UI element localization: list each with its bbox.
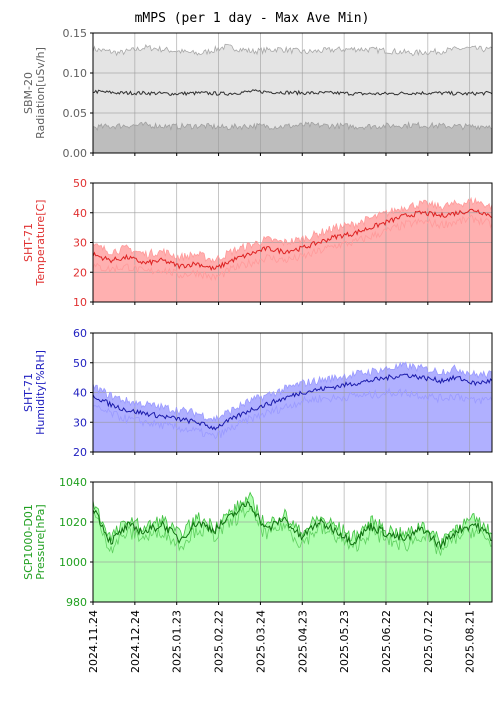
y-tick-label: 50 bbox=[73, 177, 87, 190]
x-tick-label: 2025.06.22 bbox=[380, 610, 393, 673]
x-tick-label: 2024.11.24 bbox=[87, 610, 100, 673]
y-axis-label: SHT-71 bbox=[22, 373, 35, 412]
series-ave-line bbox=[92, 208, 493, 271]
chart-title: mMPS (per 1 day - Max Ave Min) bbox=[135, 11, 370, 26]
x-tick-label: 2025.05.23 bbox=[338, 610, 351, 673]
series-ave-line bbox=[92, 500, 492, 551]
series-max-line bbox=[92, 43, 493, 57]
series-min-fill bbox=[93, 388, 492, 452]
series-max-line bbox=[92, 361, 493, 423]
y-axis-label: SCP1000-D01 bbox=[22, 504, 35, 580]
series-min-fill bbox=[93, 215, 492, 302]
series-ave-line bbox=[92, 89, 493, 97]
y-tick-label: 50 bbox=[73, 357, 87, 370]
y-axis-label: Temperature[C] bbox=[34, 200, 47, 287]
y-axis-label: SBM-20 bbox=[22, 72, 35, 114]
y-tick-label: 1020 bbox=[59, 516, 87, 529]
x-tick-label: 2025.02.22 bbox=[213, 610, 226, 673]
y-axis-label: SHT-71 bbox=[22, 223, 35, 262]
x-tick-label: 2024.12.24 bbox=[129, 610, 142, 673]
y-tick-label: 1040 bbox=[59, 476, 87, 489]
y-tick-label: 1000 bbox=[59, 556, 87, 569]
series-min-line bbox=[92, 387, 493, 440]
y-axis-label: Humidity[%RH] bbox=[34, 350, 47, 435]
y-tick-label: 0.00 bbox=[63, 147, 88, 160]
y-tick-label: 20 bbox=[73, 266, 87, 279]
series-min-line bbox=[92, 505, 493, 556]
x-tick-label: 2025.01.23 bbox=[171, 610, 184, 673]
y-tick-label: 0.05 bbox=[63, 107, 88, 120]
series-max-line bbox=[92, 491, 493, 549]
series-ave-line bbox=[92, 373, 493, 431]
series-min-fill bbox=[93, 122, 492, 153]
x-tick-label: 2025.08.21 bbox=[464, 610, 477, 673]
y-tick-label: 20 bbox=[73, 446, 87, 459]
y-axis-label: Pressure[hPa] bbox=[34, 504, 47, 579]
series-min-line bbox=[92, 214, 493, 282]
x-tick-label: 2025.07.22 bbox=[422, 610, 435, 673]
x-tick-label: 2025.04.23 bbox=[296, 610, 309, 673]
y-tick-label: 10 bbox=[73, 296, 87, 309]
series-min-line bbox=[92, 120, 493, 132]
y-tick-label: 60 bbox=[73, 327, 87, 340]
y-axis-label: Radiation[uSv/h] bbox=[34, 47, 47, 139]
y-tick-label: 30 bbox=[73, 237, 87, 250]
plot-frame bbox=[92, 32, 493, 154]
series-min-fill bbox=[93, 506, 492, 602]
y-tick-label: 0.15 bbox=[63, 27, 88, 40]
y-tick-label: 30 bbox=[73, 416, 87, 429]
y-tick-label: 40 bbox=[73, 387, 87, 400]
plot-frame bbox=[92, 481, 493, 603]
y-tick-label: 0.10 bbox=[63, 67, 88, 80]
x-tick-label: 2025.03.24 bbox=[254, 610, 267, 673]
y-tick-label: 40 bbox=[73, 207, 87, 220]
series-max-line bbox=[92, 196, 493, 264]
y-tick-label: 980 bbox=[66, 596, 87, 609]
